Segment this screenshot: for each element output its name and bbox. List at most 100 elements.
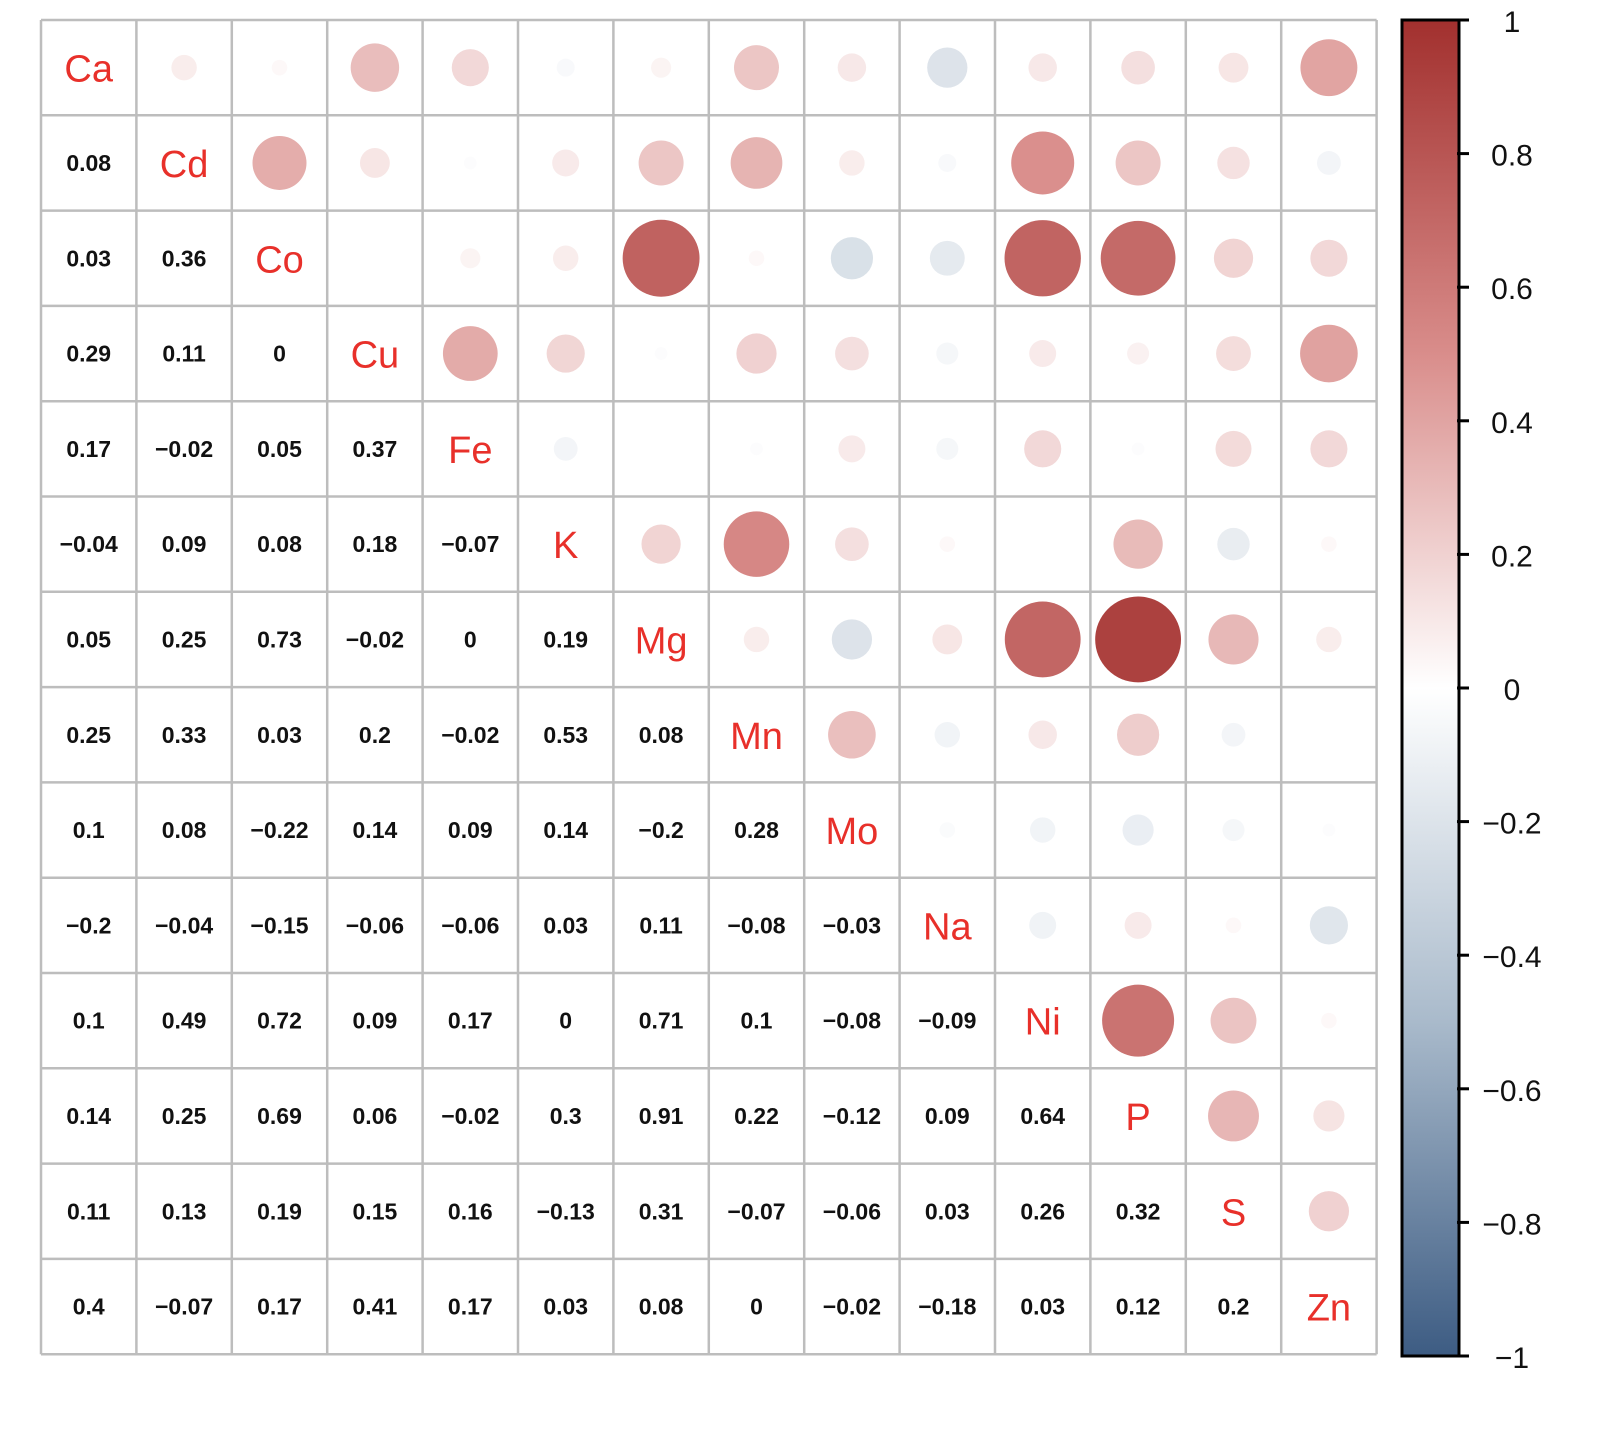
correlation-circle: [359, 148, 390, 178]
correlation-value: 0.2: [1218, 1294, 1250, 1320]
correlation-circle: [839, 150, 865, 176]
colorbar-tick-label: −0.8: [1482, 1208, 1541, 1241]
correlation-value: 0.73: [257, 626, 302, 652]
correlation-circle: [830, 237, 874, 280]
correlation-circle: [1216, 336, 1251, 371]
correlation-value: −0.2: [638, 817, 683, 843]
correlation-circle: [828, 710, 876, 759]
correlation-value: 0.53: [543, 722, 588, 748]
correlation-circle: [1208, 614, 1259, 665]
correlation-value: −0.06: [441, 912, 499, 938]
correlation-value: −0.08: [823, 1008, 881, 1034]
variable-label-k: K: [553, 525, 578, 567]
correlation-value: −0.06: [823, 1198, 881, 1224]
correlation-value: 0.64: [1020, 1103, 1065, 1129]
correlation-value: −0.02: [441, 722, 499, 748]
correlation-value: −0.02: [441, 1103, 499, 1129]
correlation-circle: [1011, 131, 1075, 195]
variable-label-zn: Zn: [1307, 1288, 1351, 1330]
correlation-circle: [932, 624, 963, 655]
correlation-value: 0.1: [741, 1008, 773, 1034]
correlation-value: 0.37: [353, 436, 398, 462]
correlation-value: 0.2: [359, 722, 391, 748]
correlation-value: −0.09: [918, 1008, 976, 1034]
correlation-circle: [743, 626, 770, 653]
variable-label-co: Co: [255, 239, 304, 281]
correlation-value: 0.15: [353, 1198, 398, 1224]
correlation-value: 0.08: [639, 1294, 684, 1320]
correlation-circle: [442, 326, 498, 381]
correlation-value: 0.08: [66, 150, 111, 176]
correlation-circle: [929, 240, 965, 276]
correlation-circle: [271, 59, 288, 76]
colorbar-tick-label: 0.2: [1491, 540, 1533, 573]
correlation-value: 0.26: [1020, 1198, 1065, 1224]
correlation-circle: [654, 347, 668, 360]
correlation-value: 0.13: [162, 1198, 207, 1224]
correlation-value: 0.11: [162, 341, 206, 367]
correlation-circle: [1308, 1191, 1350, 1232]
variable-label-mo: Mo: [826, 811, 879, 853]
correlation-circle: [1322, 823, 1336, 837]
colorbar-tick-label: 0.8: [1491, 140, 1533, 173]
correlation-circle: [1208, 1090, 1259, 1142]
variable-label-fe: Fe: [448, 430, 492, 472]
correlation-circle: [1222, 819, 1245, 842]
correlation-circle: [1095, 596, 1182, 683]
correlation-value: −0.22: [250, 817, 308, 843]
correlation-value: 0.41: [353, 1294, 398, 1320]
correlation-value: 0.4: [73, 1294, 105, 1320]
correlation-circle: [838, 435, 866, 463]
correlation-value: 0.31: [639, 1198, 684, 1224]
correlation-value: −0.2: [66, 912, 111, 938]
correlation-value: 0.05: [257, 436, 302, 462]
colorbar-tick-label: −0.4: [1482, 941, 1541, 974]
variable-label-na: Na: [923, 906, 972, 948]
correlation-circle: [1217, 527, 1250, 561]
correlation-value: 0.22: [734, 1103, 779, 1129]
correlation-circle: [1316, 151, 1341, 175]
correlation-circle: [1217, 146, 1250, 180]
correlation-circle: [1029, 817, 1056, 843]
colorbar-tick-label: −1: [1495, 1342, 1529, 1375]
correlation-value: 0.03: [1020, 1294, 1065, 1320]
correlation-value: −0.08: [727, 912, 785, 938]
correlation-value: 0: [559, 1008, 572, 1034]
correlation-value: 0.19: [257, 1198, 302, 1224]
correlation-circle: [1115, 140, 1161, 186]
correlation-value: 0.33: [162, 722, 207, 748]
correlation-value: 0.03: [543, 1294, 588, 1320]
correlation-circle: [1215, 430, 1252, 467]
correlation-circle: [748, 250, 765, 267]
correlation-circle: [1028, 720, 1057, 749]
variable-label-cd: Cd: [160, 144, 209, 186]
variable-label-mn: Mn: [730, 716, 783, 758]
correlation-circle: [1218, 52, 1249, 83]
correlation-circle: [730, 137, 783, 189]
correlation-value: 0.11: [639, 912, 683, 938]
correlation-circle: [1225, 917, 1242, 934]
correlation-circle: [556, 58, 575, 77]
correlation-value: −0.04: [155, 912, 213, 938]
correlation-circle: [723, 511, 790, 577]
correlation-circle: [552, 245, 579, 271]
correlation-circle: [934, 722, 961, 748]
correlation-circle: [1321, 536, 1337, 552]
variable-label-s: S: [1221, 1192, 1246, 1234]
correlation-value: −0.07: [155, 1294, 213, 1320]
correlation-value: 0.14: [353, 817, 398, 843]
correlation-value: 0.71: [639, 1008, 684, 1034]
correlation-value: 0.03: [543, 912, 588, 938]
correlation-circle: [463, 156, 477, 170]
correlation-value: −0.12: [823, 1103, 881, 1129]
correlation-value: 0.05: [66, 626, 111, 652]
correlation-circle: [936, 437, 959, 460]
correlation-value: 0.29: [66, 341, 111, 367]
correlation-circle: [734, 45, 779, 91]
correlation-value: 0.09: [162, 531, 207, 557]
correlation-value: 0.28: [734, 817, 779, 843]
correlation-value: 0.17: [448, 1294, 493, 1320]
correlation-value: 0.12: [1116, 1294, 1161, 1320]
correlation-circle: [1321, 1012, 1337, 1029]
